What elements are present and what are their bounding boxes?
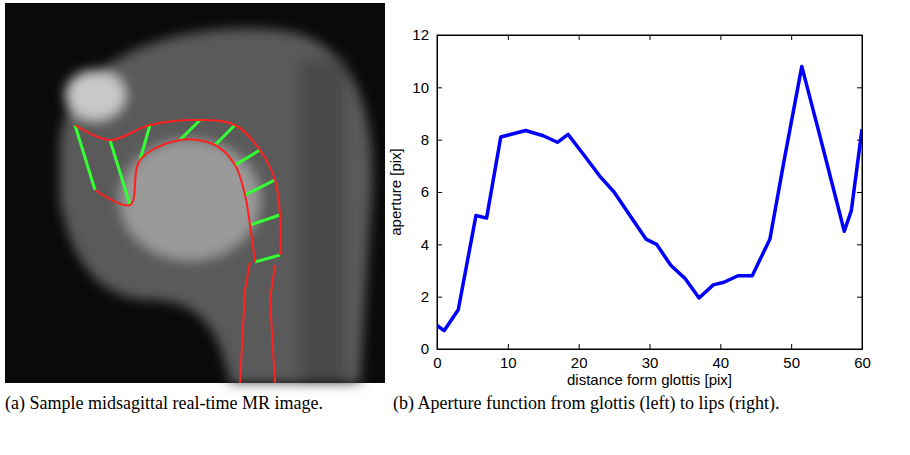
tick-mark	[579, 344, 580, 349]
tick: 2	[421, 288, 442, 305]
tick-mark	[857, 349, 862, 350]
figure: 0 10 20 30 40 50 60 0 2 4 6 8 10 12 distance form glot…	[0, 0, 910, 455]
tick-mark	[791, 344, 792, 349]
axis-line	[438, 36, 443, 350]
tick-label: 6	[421, 183, 429, 200]
tick-mark	[650, 35, 651, 40]
aperture-line	[235, 150, 260, 165]
plot-frame	[437, 35, 862, 349]
aperture-line	[250, 215, 280, 225]
tick-mark	[791, 35, 792, 40]
axis-line	[857, 36, 863, 350]
tick-mark	[437, 244, 442, 245]
tick-mark	[857, 244, 862, 245]
axis	[857, 36, 863, 350]
tick-mark	[508, 35, 509, 40]
tick-mark	[437, 297, 442, 298]
tick-label: 20	[571, 354, 588, 371]
tick: 10	[412, 79, 442, 96]
tick: 12	[412, 26, 442, 43]
tick	[579, 35, 580, 40]
tick-mark	[857, 297, 862, 298]
tick: 30	[642, 344, 659, 371]
tick-mark	[650, 344, 651, 349]
tick: 20	[571, 344, 588, 371]
tick-label: 0	[433, 354, 441, 371]
caption: (a) Sample midsagittal real-time MR imag…	[5, 392, 383, 414]
tick-mark	[437, 87, 442, 88]
tick: 6	[421, 183, 442, 200]
tick	[857, 192, 862, 193]
axis-line	[438, 36, 863, 41]
tick-mark	[437, 35, 442, 36]
tick-label: 10	[412, 79, 429, 96]
aperture-line	[245, 180, 275, 195]
larynx-contour	[240, 262, 275, 383]
axis-line	[438, 344, 863, 350]
tick	[857, 35, 862, 36]
tick	[720, 35, 721, 40]
tick-mark	[437, 140, 442, 141]
spine	[300, 60, 345, 383]
tick	[857, 87, 862, 88]
head	[60, 28, 372, 383]
y-axis-title: aperture [pix]	[387, 148, 404, 236]
tick	[857, 297, 862, 298]
tick-label: 60	[854, 354, 871, 371]
plot-area	[437, 66, 862, 330]
tick	[508, 35, 509, 40]
tick-label: 2	[421, 288, 429, 305]
aperture-line	[255, 255, 280, 262]
aperture-line	[110, 140, 130, 205]
axis	[438, 35, 863, 40]
aperture-line	[180, 120, 200, 140]
tick: 40	[712, 344, 729, 371]
tick: 10	[500, 344, 517, 371]
tick	[857, 244, 862, 245]
aperture-line	[215, 125, 235, 145]
tick-label: 50	[783, 354, 800, 371]
tick-mark	[857, 87, 862, 88]
caption: (b) Aperture function from glottis (left…	[393, 392, 903, 414]
tick-mark	[437, 192, 442, 193]
tick-mark	[857, 35, 862, 36]
mr-image	[5, 3, 385, 383]
x-axis-title: distance form glottis [pix]	[567, 371, 732, 388]
tick: 50	[783, 344, 800, 371]
tick-label: 12	[412, 26, 429, 43]
tick-mark	[508, 344, 509, 349]
axis: 0 10 20 30 40 50 60	[433, 344, 871, 371]
tick-mark	[857, 192, 862, 193]
lower-contour	[95, 139, 255, 262]
image-ground	[5, 3, 385, 383]
tick-label: 30	[642, 354, 659, 371]
tick-label: 10	[500, 354, 517, 371]
tick	[857, 349, 862, 350]
tick: 8	[421, 131, 442, 148]
tick-mark	[579, 35, 580, 40]
tick-label: 8	[421, 131, 429, 148]
aperture-line	[437, 66, 862, 330]
tick-label: 4	[421, 236, 429, 253]
axis: 0 2 4 6 8 10 12	[412, 26, 442, 357]
tick: 0	[421, 340, 442, 357]
tick-label: 40	[712, 354, 729, 371]
tick	[650, 35, 651, 40]
tissue	[60, 28, 372, 383]
tick-mark	[437, 349, 442, 350]
tick-label: 0	[421, 340, 429, 357]
tick	[791, 35, 792, 40]
nose	[65, 70, 125, 120]
tick-mark	[720, 344, 721, 349]
tick-mark	[720, 35, 721, 40]
tick: 4	[421, 236, 442, 253]
